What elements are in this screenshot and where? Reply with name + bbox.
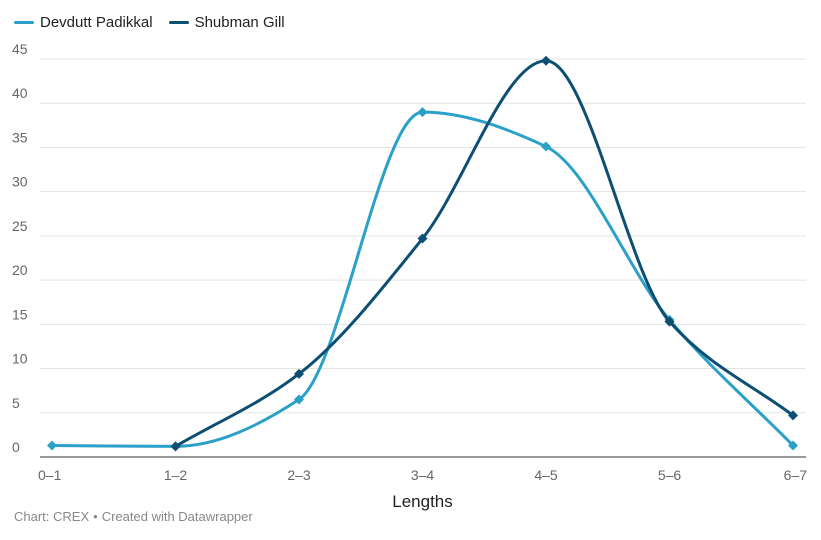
y-tick-label: 35 — [12, 129, 28, 145]
x-tick-label: 4–5 — [534, 467, 558, 483]
y-axis-ticks: 0 5 10 15 20 25 30 35 40 45 — [12, 41, 28, 455]
y-tick-label: 5 — [12, 395, 20, 411]
x-tick-label: 1–2 — [164, 467, 188, 483]
legend-swatch-gill — [168, 21, 189, 24]
data-point-marker — [541, 141, 551, 152]
data-point-marker — [417, 107, 428, 118]
gridlines — [40, 58, 806, 458]
data-point-marker — [541, 55, 551, 66]
x-tick-label: 5–6 — [658, 467, 682, 483]
chart-legend: Devdutt Padikkal Shubman Gill — [14, 14, 285, 31]
data-point-marker — [294, 368, 304, 379]
legend-item-padikkal: Devdutt Padikkal — [14, 14, 153, 31]
series-line — [174, 59, 795, 448]
series-shubman-gill — [170, 55, 798, 452]
y-tick-label: 15 — [12, 306, 28, 322]
series-group — [47, 55, 798, 452]
y-tick-label: 30 — [12, 174, 28, 190]
x-axis-ticks: 0–1 1–2 2–3 3–4 4–5 5–6 6–7 — [38, 467, 807, 483]
y-tick-label: 10 — [12, 351, 28, 367]
data-point-marker — [664, 316, 675, 327]
legend-label-gill: Shubman Gill — [194, 14, 285, 31]
x-tick-label: 6–7 — [784, 467, 808, 483]
x-axis-title: Lengths — [392, 492, 453, 511]
y-tick-label: 0 — [12, 439, 20, 455]
footer-separator: • — [93, 509, 98, 524]
x-tick-label: 0–1 — [38, 467, 62, 483]
data-point-marker — [294, 394, 304, 405]
footer-source: Chart: CREX — [14, 509, 90, 524]
x-tick-label: 2–3 — [287, 467, 311, 483]
legend-swatch-padikkal — [14, 21, 34, 24]
y-tick-label: 25 — [12, 218, 28, 234]
x-tick-label: 3–4 — [411, 467, 435, 483]
y-tick-label: 20 — [12, 262, 28, 278]
y-tick-label: 40 — [12, 85, 28, 101]
legend-item-gill: Shubman Gill — [168, 14, 285, 31]
legend-label-padikkal: Devdutt Padikkal — [40, 14, 153, 31]
data-point-marker — [170, 441, 181, 452]
data-point-marker — [788, 410, 798, 421]
chart-footer: Chart: CREX • Created with Datawrapper — [14, 509, 253, 524]
footer-credit: Created with Datawrapper — [101, 509, 253, 524]
y-tick-label: 45 — [12, 41, 28, 57]
data-point-marker — [47, 440, 57, 451]
series-line — [50, 110, 795, 448]
data-point-marker — [417, 233, 428, 244]
data-point-marker — [788, 440, 798, 451]
series-devdutt-padikkal — [47, 107, 798, 452]
